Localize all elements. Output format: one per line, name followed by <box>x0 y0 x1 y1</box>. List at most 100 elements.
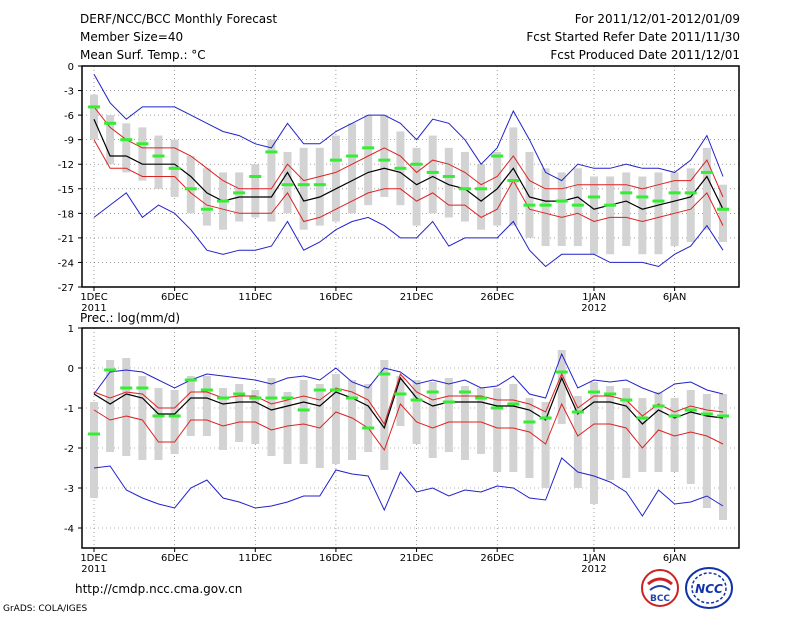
ensemble-box <box>106 360 115 452</box>
y-tick-label: 0 <box>68 62 74 73</box>
ensemble-box <box>573 396 582 488</box>
forecast-produced-date: Fcst Produced Date 2011/12/01 <box>550 48 740 62</box>
ensemble-box <box>428 135 437 214</box>
ensemble-box <box>589 176 598 255</box>
median-marker <box>346 396 359 400</box>
y-tick-label: -12 <box>58 160 74 171</box>
x-tick-sublabel: 2011 <box>81 564 106 575</box>
x-tick-label: 6DEC <box>161 292 188 303</box>
median-marker <box>426 390 439 394</box>
x-tick-label: 1JAN <box>582 292 605 303</box>
median-marker <box>217 396 230 400</box>
median-marker <box>297 408 310 412</box>
median-marker <box>120 138 133 142</box>
median-marker <box>475 396 488 400</box>
ensemble-box <box>573 168 582 247</box>
median-marker <box>442 175 455 178</box>
ensemble-box <box>315 147 324 226</box>
series-line-spread-upper <box>93 372 724 426</box>
median-marker <box>539 203 552 207</box>
median-marker <box>329 158 342 162</box>
median-marker <box>523 420 536 424</box>
ensemble-box <box>412 380 421 444</box>
median-marker <box>88 432 100 436</box>
series-line-mean <box>93 376 724 430</box>
variable-label: Mean Surf. Temp.: °C <box>80 48 206 62</box>
ncc-logo-text: NCC <box>695 582 723 596</box>
ensemble-box <box>444 378 453 452</box>
bcc-logo: BCC <box>641 569 679 607</box>
ensemble-box <box>719 184 727 242</box>
chart-title: DERF/NCC/BCC Monthly Forecast <box>80 12 278 26</box>
series-line-min <box>93 192 724 268</box>
ensemble-box <box>428 382 437 458</box>
ensemble-box <box>460 151 469 222</box>
median-marker <box>88 105 100 109</box>
median-marker <box>717 414 729 418</box>
median-marker <box>346 154 359 158</box>
ensemble-box <box>299 380 308 464</box>
x-tick-label: 11DEC <box>238 292 272 303</box>
ensemble-box <box>364 384 373 452</box>
y-tick-label: -3 <box>64 87 74 98</box>
median-marker <box>200 388 213 392</box>
median-marker <box>604 203 617 207</box>
ensemble-box <box>670 398 679 472</box>
median-marker <box>168 166 181 170</box>
y-tick-label: -4 <box>64 524 74 535</box>
ensemble-box <box>202 168 211 226</box>
x-tick-label: 1JAN <box>582 553 605 564</box>
x-tick-label: 26DEC <box>480 553 514 564</box>
y-tick-label: -1 <box>64 404 74 415</box>
ncc-logo: NCC <box>685 567 733 609</box>
y-tick-label: 0 <box>68 364 74 375</box>
median-marker <box>717 207 729 211</box>
grads-credit: GrADS: COLA/IGES <box>3 604 88 614</box>
ensemble-box <box>525 151 534 238</box>
x-tick-label: 1DEC <box>80 292 107 303</box>
median-marker <box>168 414 181 418</box>
series-line-max <box>93 73 724 182</box>
ensemble-box <box>396 376 405 426</box>
ensemble-box <box>122 123 131 173</box>
ensemble-box <box>557 172 566 247</box>
median-marker <box>523 203 536 207</box>
x-tick-label: 26DEC <box>480 292 514 303</box>
ensemble-box <box>186 376 195 436</box>
median-marker <box>233 191 246 195</box>
y-tick-label: -2 <box>64 444 74 455</box>
y-tick-label: -3 <box>64 484 74 495</box>
source-url[interactable]: http://cmdp.ncc.cma.gov.cn <box>75 582 243 596</box>
ensemble-box <box>444 147 453 218</box>
x-tick-sublabel: 2012 <box>581 303 606 314</box>
ensemble-box <box>606 176 615 255</box>
y-tick-label: -27 <box>58 283 74 294</box>
y-tick-label: -24 <box>58 258 74 269</box>
panel-title: Prec.: log(mm/d) <box>80 311 180 325</box>
median-marker <box>668 191 681 195</box>
y-tick-label: 1 <box>68 324 74 335</box>
median-marker <box>152 414 165 418</box>
ensemble-box <box>106 115 115 165</box>
median-marker <box>410 162 423 166</box>
y-tick-label: -6 <box>64 111 74 122</box>
ensemble-box <box>315 384 324 468</box>
ensemble-box <box>670 172 679 247</box>
ensemble-box <box>235 384 244 442</box>
ensemble-box <box>719 394 727 520</box>
median-marker <box>410 398 423 402</box>
median-marker <box>313 183 326 187</box>
ensemble-box <box>541 168 550 247</box>
ensemble-box <box>331 135 340 222</box>
x-tick-label: 11DEC <box>238 553 272 564</box>
x-tick-label: 16DEC <box>319 292 353 303</box>
median-marker <box>620 191 633 195</box>
median-marker <box>378 372 391 376</box>
median-marker <box>587 195 600 199</box>
ensemble-box <box>299 147 308 230</box>
ensemble-box <box>509 127 518 226</box>
ensemble-box <box>686 168 695 242</box>
median-marker <box>217 199 230 203</box>
